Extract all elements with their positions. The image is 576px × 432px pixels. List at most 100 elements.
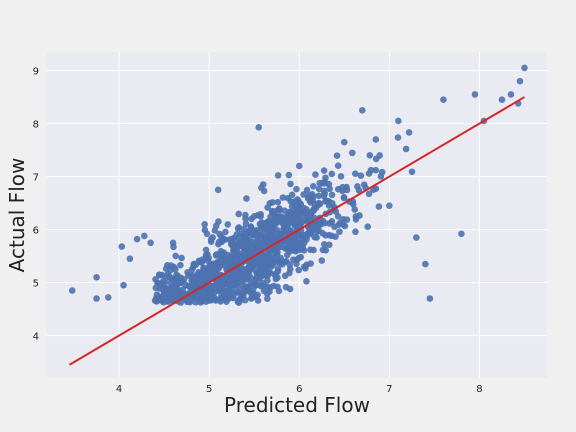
data-point — [239, 275, 246, 282]
data-point — [177, 274, 185, 282]
data-point — [302, 265, 309, 272]
data-point — [230, 280, 238, 288]
data-point — [239, 282, 246, 289]
data-point — [201, 220, 208, 228]
data-point — [274, 198, 282, 206]
data-point — [264, 277, 271, 284]
data-point — [307, 230, 314, 237]
data-point — [352, 228, 359, 236]
data-point — [235, 249, 242, 257]
data-point — [274, 268, 281, 275]
data-point — [242, 211, 249, 219]
data-point — [308, 190, 316, 198]
data-point — [310, 182, 317, 190]
data-point — [163, 290, 170, 298]
data-point — [321, 190, 328, 197]
data-point — [104, 294, 112, 301]
data-point — [366, 152, 374, 159]
data-point — [229, 272, 237, 279]
data-point — [284, 227, 292, 234]
data-point — [351, 206, 359, 213]
data-point — [68, 287, 76, 294]
y-tick-label: 7 — [33, 173, 39, 184]
data-point — [521, 64, 528, 72]
data-point — [325, 202, 333, 209]
data-points — [68, 64, 528, 307]
data-point — [120, 281, 127, 289]
data-point — [220, 236, 228, 243]
data-point — [339, 187, 346, 195]
data-point — [188, 294, 196, 302]
data-point — [205, 295, 212, 303]
data-point — [422, 260, 429, 268]
data-point — [328, 170, 336, 178]
data-point — [199, 293, 207, 301]
data-point — [241, 250, 248, 258]
x-tick-label: 4 — [116, 384, 122, 395]
data-point — [133, 235, 141, 243]
data-point — [167, 262, 175, 269]
data-point — [336, 228, 343, 235]
data-point — [312, 171, 319, 178]
data-point — [93, 273, 100, 281]
data-point — [215, 282, 223, 290]
data-point — [274, 172, 282, 179]
data-point — [251, 247, 259, 254]
data-point — [352, 216, 360, 223]
data-point — [240, 225, 248, 233]
data-point — [255, 123, 263, 131]
x-tick-label: 8 — [476, 384, 482, 395]
data-point — [177, 261, 184, 269]
data-point — [320, 167, 328, 174]
data-point — [322, 174, 329, 182]
data-point — [224, 221, 232, 228]
y-tick-label: 8 — [33, 120, 39, 131]
data-point — [255, 275, 262, 282]
data-point — [177, 292, 184, 299]
x-tick-label: 5 — [206, 384, 212, 395]
data-point — [170, 290, 178, 298]
data-point — [408, 168, 416, 176]
data-point — [242, 220, 250, 228]
y-axis-label: Actual Flow — [5, 158, 29, 273]
data-point — [325, 180, 333, 188]
data-point — [295, 266, 303, 274]
data-point — [307, 246, 314, 253]
data-point — [279, 194, 287, 201]
data-point — [365, 170, 373, 177]
data-point — [357, 172, 365, 179]
data-point — [243, 195, 250, 202]
data-point — [300, 208, 307, 216]
data-point — [204, 257, 211, 264]
data-point — [212, 297, 220, 304]
data-point — [183, 298, 191, 306]
data-point — [140, 232, 148, 240]
data-point — [219, 255, 226, 262]
data-point — [234, 298, 242, 305]
data-point — [284, 194, 292, 202]
data-point — [313, 234, 320, 241]
data-point — [185, 272, 192, 279]
data-point — [295, 162, 303, 170]
data-point — [294, 196, 301, 203]
data-point — [93, 295, 100, 302]
y-tick-label: 4 — [33, 332, 39, 343]
fit-line — [69, 96, 525, 366]
data-point — [186, 283, 194, 291]
data-point — [238, 291, 246, 298]
data-point — [378, 168, 386, 176]
data-point — [156, 271, 164, 279]
data-point — [170, 243, 177, 251]
data-point — [207, 238, 215, 245]
data-point — [375, 203, 383, 210]
data-point — [264, 295, 271, 303]
data-point — [244, 271, 251, 278]
data-point — [214, 186, 222, 194]
data-point — [201, 226, 209, 234]
data-point — [251, 261, 259, 269]
data-point — [364, 223, 372, 231]
data-point — [318, 257, 326, 264]
data-point — [172, 266, 179, 273]
data-point — [307, 260, 314, 267]
